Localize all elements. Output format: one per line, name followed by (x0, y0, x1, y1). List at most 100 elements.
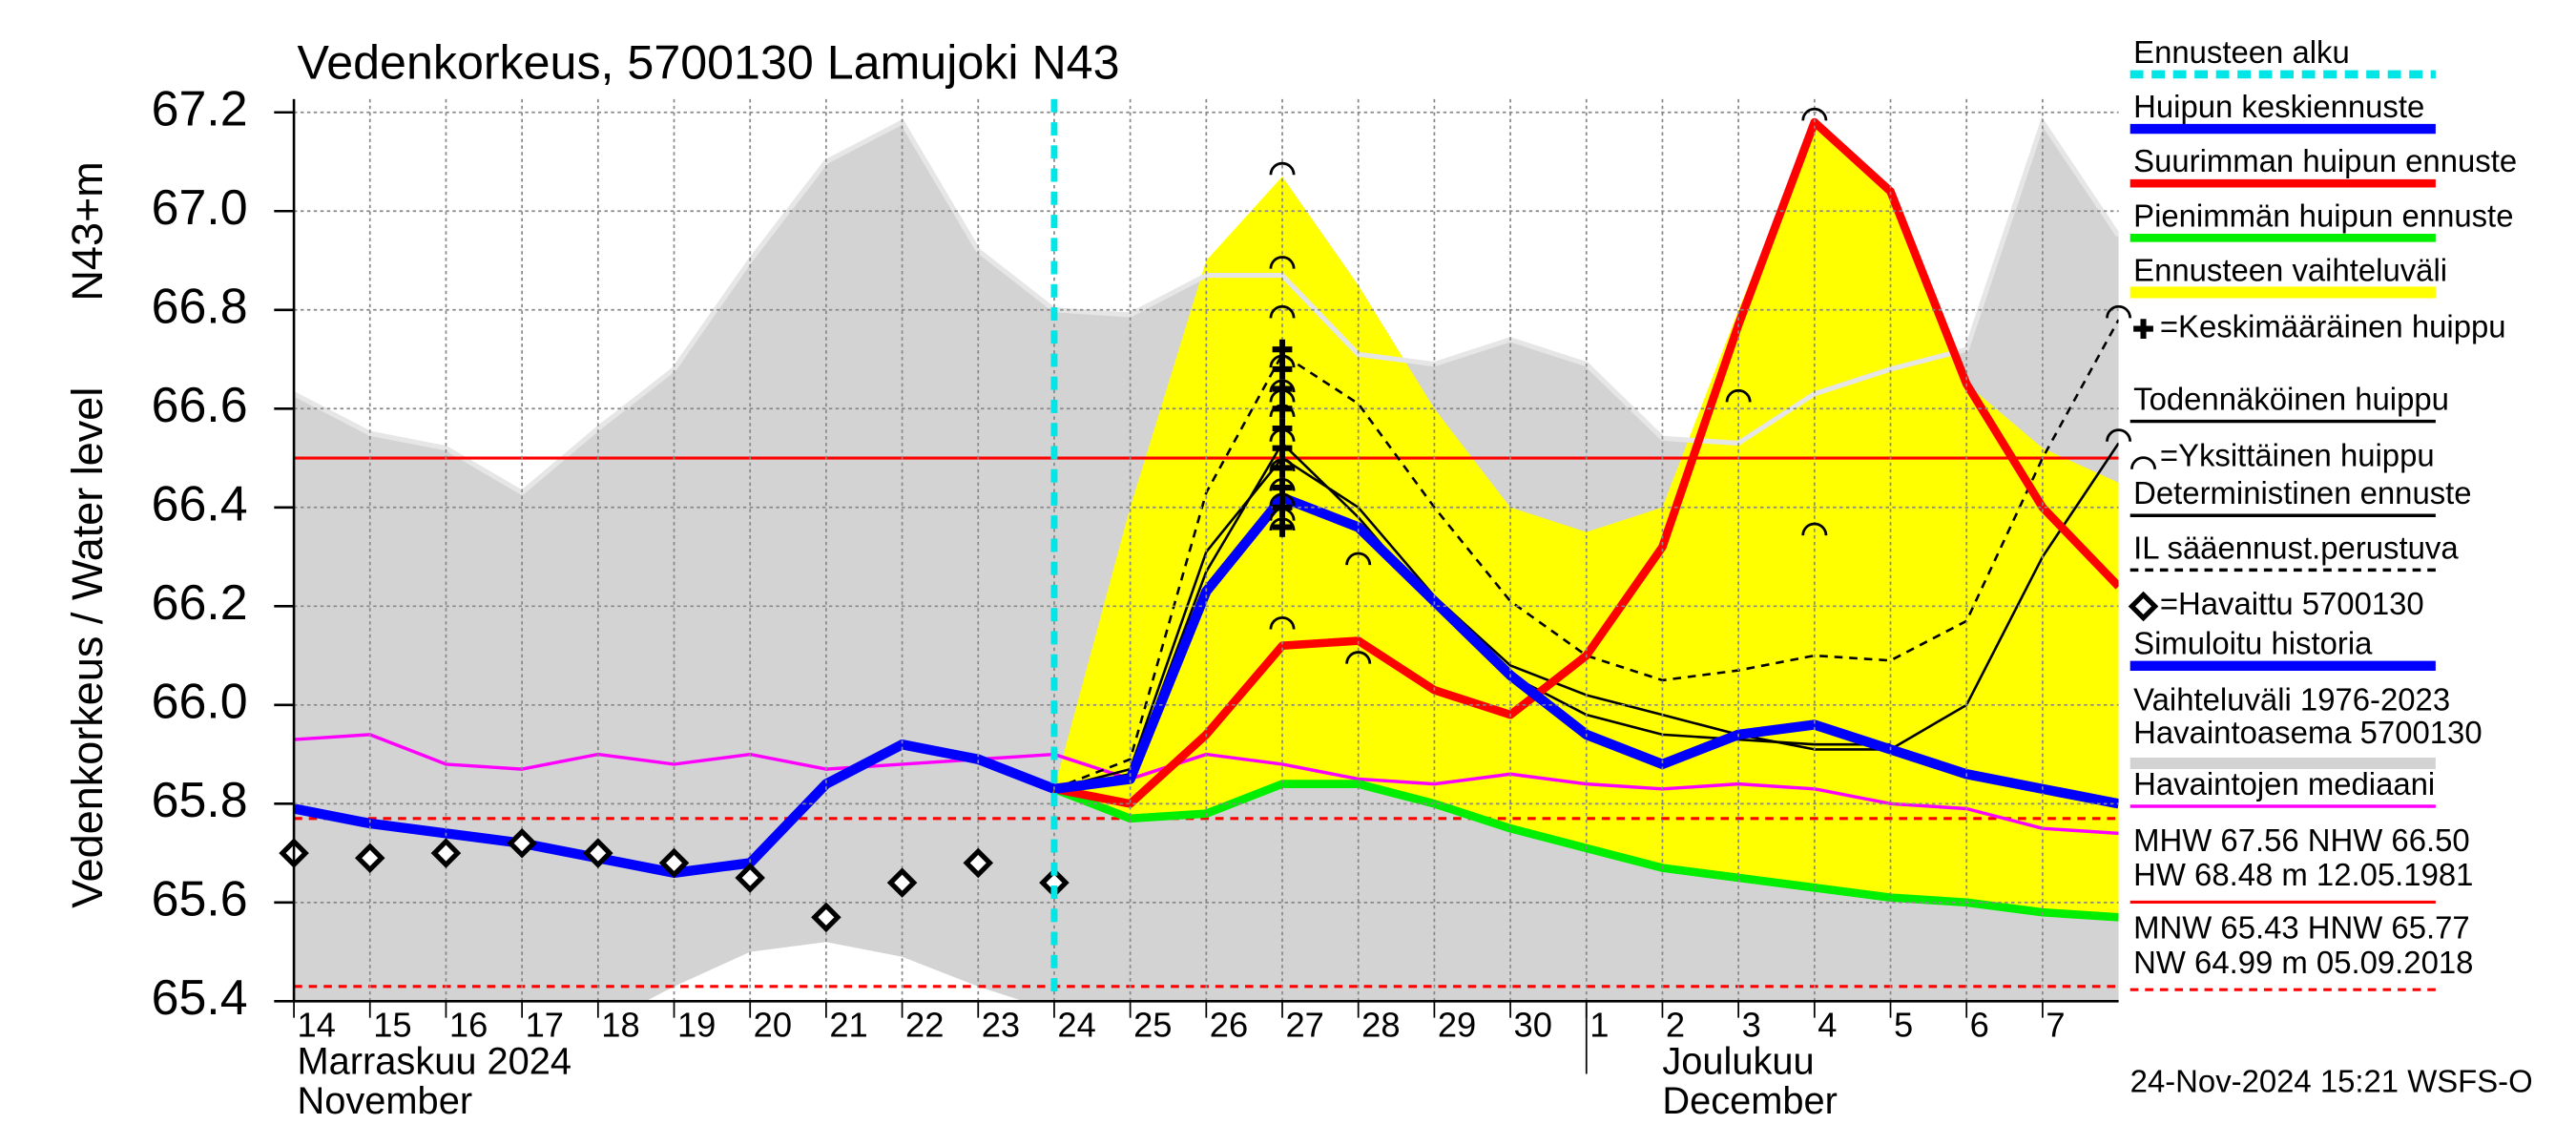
x-tick-label: 26 (1210, 1006, 1248, 1045)
observed-marker (658, 847, 690, 879)
single-peak-marker (1269, 517, 1296, 531)
single-peak-marker (1269, 354, 1296, 368)
legend-label: =Yksittäinen huippu (2160, 437, 2435, 472)
x-tick-label: 25 (1133, 1006, 1172, 1045)
observed-marker (354, 843, 385, 874)
mean-peak-marker (1272, 359, 1293, 380)
legend-symbol (2133, 319, 2153, 339)
x-tick-label: 27 (1285, 1006, 1323, 1045)
x-tick-label: 28 (1361, 1006, 1400, 1045)
x-tick-label: 14 (298, 1006, 336, 1045)
single-peak-marker (1269, 379, 1296, 393)
single-peak-marker (1269, 615, 1296, 630)
y-tick-label: 65.6 (152, 872, 248, 927)
x-tick-label: 16 (449, 1006, 488, 1045)
legend-label: Pienimmän huipun ennuste (2133, 198, 2513, 233)
observed-marker (963, 847, 994, 879)
observed-marker (735, 863, 765, 893)
stats-text: HW 68.48 m 12.05.1981 (2133, 857, 2473, 892)
y-tick-label: 66.4 (152, 477, 248, 532)
x-tick-label: 17 (526, 1006, 564, 1045)
footer: 24-Nov-2024 15:21 WSFS-O (2130, 1064, 2533, 1099)
legend-label: Todennäköinen huippu (2133, 381, 2449, 416)
single-peak-marker (1269, 508, 1296, 521)
single-peak-marker (1345, 651, 1372, 664)
legend-label: Huipun keskiennuste (2133, 89, 2424, 124)
single-peak-marker (2106, 304, 2132, 319)
legend-label: Suurimman huipun ennuste (2133, 143, 2517, 178)
x-tick-label: 30 (1514, 1006, 1552, 1045)
single-peak-marker (1269, 304, 1296, 319)
legend-label: Simuloitu historia (2133, 626, 2373, 661)
legend-symbol (2130, 456, 2157, 469)
stats-text: NW 64.99 m 05.09.2018 (2133, 945, 2473, 980)
single-peak-marker (1801, 522, 1828, 536)
y-tick-label: 66.0 (152, 675, 248, 730)
x-tick-label: 19 (677, 1006, 716, 1045)
y-tick-label: 66.8 (152, 279, 248, 334)
x-tick-label: 3 (1742, 1006, 1761, 1045)
x-tick-label: 7 (2046, 1006, 2065, 1045)
stats-text: MNW 65.43 HNW 65.77 (2133, 910, 2470, 946)
single-peak-marker (1801, 107, 1828, 121)
y-tick-label: 65.4 (152, 970, 248, 1026)
legend-label: Deterministinen ennuste (2133, 475, 2471, 510)
x-tick-label: 6 (1970, 1006, 1989, 1045)
x-tick-label: 22 (905, 1006, 944, 1045)
legend-label: Ennusteen alku (2133, 34, 2350, 70)
legend-label: Ennusteen vaihteluväli (2133, 252, 2447, 287)
mean-peak-marker (1272, 458, 1293, 478)
range-upper-edge (294, 116, 2119, 496)
x-tick-label: 15 (373, 1006, 411, 1045)
month-label-en: November (298, 1080, 473, 1122)
month-label-en: December (1662, 1080, 1838, 1122)
y-tick-label: 67.0 (152, 180, 248, 236)
x-tick-label: 2 (1666, 1006, 1685, 1045)
observed-marker (430, 838, 462, 868)
observed-marker (811, 902, 841, 933)
y-axis-unit-label: N43+m (63, 161, 112, 301)
observed-marker (507, 827, 537, 859)
mean-peak-marker (1272, 438, 1293, 459)
y-axis-label: Vedenkorkeus / Water level (63, 387, 112, 908)
legend-label: =Keskimääräinen huippu (2160, 308, 2506, 344)
x-tick-label: 4 (1818, 1006, 1837, 1045)
mean-peak-marker (1272, 379, 1293, 399)
mean-peak-marker (1272, 517, 1293, 537)
chart-title: Vedenkorkeus, 5700130 Lamujoki N43 (298, 36, 1120, 90)
single-peak-marker (1269, 404, 1296, 418)
observed-marker (886, 867, 918, 898)
legend-label: =Havaittu 5700130 (2160, 586, 2424, 621)
mean-peak-marker (1272, 418, 1293, 439)
x-tick-label: 23 (982, 1006, 1020, 1045)
single-peak-marker (2106, 428, 2132, 442)
x-tick-label: 1 (1589, 1006, 1609, 1045)
single-peak-marker (1269, 458, 1296, 471)
legend-symbol (2128, 591, 2159, 622)
mean-peak-marker (1272, 497, 1293, 518)
x-tick-label: 24 (1057, 1006, 1095, 1045)
y-tick-label: 67.2 (152, 81, 248, 136)
single-peak-marker (1725, 388, 1752, 403)
single-peak-marker (1269, 256, 1296, 269)
single-peak-marker (1269, 161, 1296, 176)
legend-label: Vaihteluväli 1976-2023 (2133, 682, 2450, 718)
y-tick-label: 66.2 (152, 575, 248, 631)
single-peak-marker (1269, 388, 1296, 403)
x-tick-label: 21 (829, 1006, 867, 1045)
month-label: Marraskuu 2024 (298, 1041, 572, 1083)
y-tick-label: 66.6 (152, 378, 248, 433)
legend-sublabel: Havaintoasema 5700130 (2133, 715, 2482, 750)
legend-label: Havaintojen mediaani (2133, 766, 2435, 802)
range-band (1053, 122, 2119, 918)
y-tick-label: 65.8 (152, 773, 248, 828)
single-peak-marker (1269, 492, 1296, 507)
x-tick-label: 29 (1438, 1006, 1476, 1045)
single-peak-marker (1269, 478, 1296, 491)
single-peak-marker (1345, 552, 1372, 566)
legend-label: IL sääennust.perustuva (2133, 530, 2459, 565)
x-tick-label: 20 (754, 1006, 792, 1045)
month-label: Joulukuu (1662, 1041, 1814, 1083)
